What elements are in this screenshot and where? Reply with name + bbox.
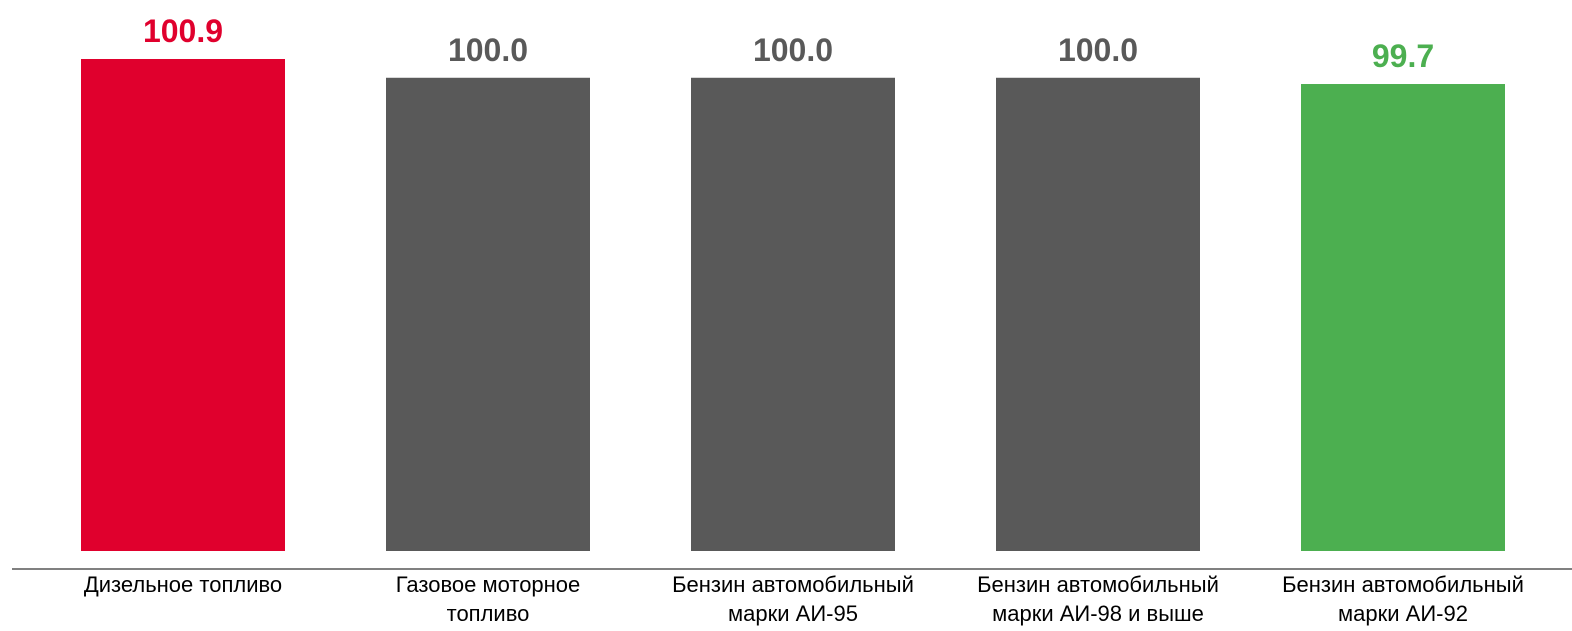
data-label: 100.0 [1058, 32, 1138, 68]
data-label: 100.9 [143, 13, 223, 49]
bar [81, 59, 285, 551]
category-tick-label: топливо [447, 601, 530, 626]
category-labels-layer: Дизельное топливо Газовое моторное топливо… [84, 572, 1524, 626]
category-tick-label: Бензин автомобильный [1282, 572, 1524, 597]
category-tick-label: Бензин автомобильный [977, 572, 1219, 597]
value-labels-layer: 100.9 100.0 100.0 100.0 99.7 [143, 13, 1434, 74]
bar [386, 77, 590, 552]
bars-layer [81, 59, 1505, 552]
data-label: 100.0 [448, 32, 528, 68]
data-label: 99.7 [1372, 38, 1434, 74]
category-tick-label: Газовое моторное [396, 572, 581, 597]
category-tick-label: марки АИ-92 [1338, 601, 1468, 626]
bar [1301, 84, 1505, 551]
bar [691, 77, 895, 552]
data-label: 100.0 [753, 32, 833, 68]
bar [996, 77, 1200, 552]
category-tick-label: марки АИ-95 [728, 601, 858, 626]
category-tick-label: марки АИ-98 и выше [992, 601, 1204, 626]
category-tick-label: Дизельное топливо [84, 572, 282, 597]
category-tick-label: Бензин автомобильный [672, 572, 914, 597]
